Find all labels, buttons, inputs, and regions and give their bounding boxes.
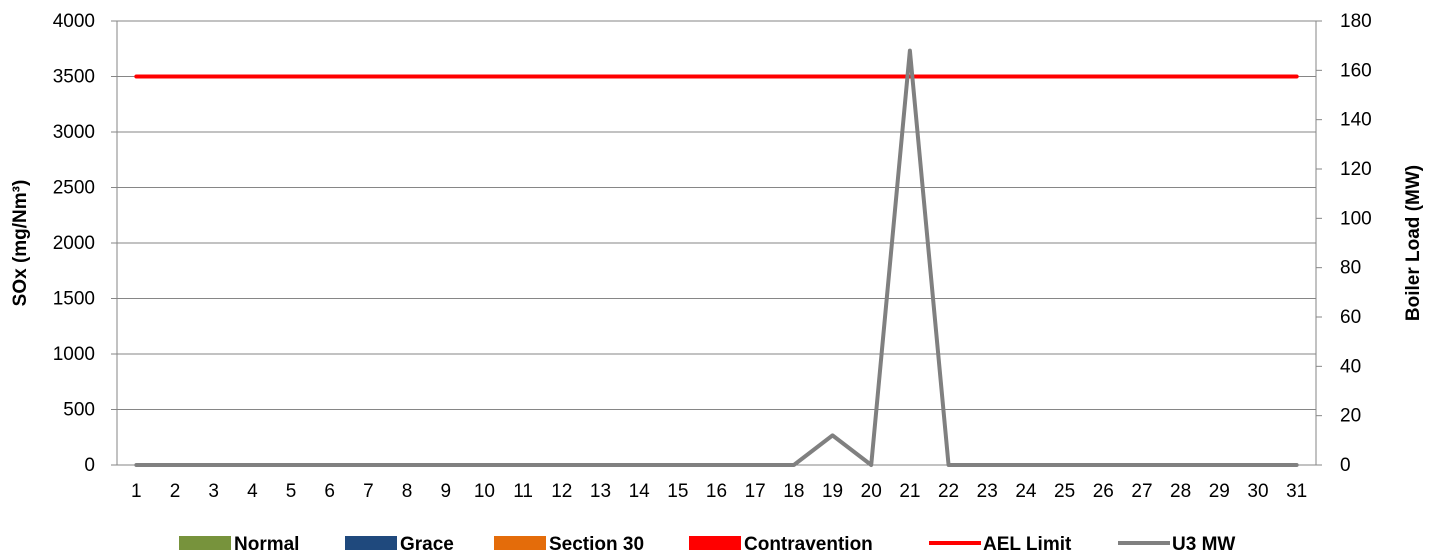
y-axis-right-title: Boiler Load (MW) (1403, 165, 1424, 321)
right-tick-label: 20 (1340, 406, 1361, 427)
legend-swatch-contravention (689, 536, 741, 550)
right-tick-label: 40 (1340, 356, 1361, 377)
right-tick-label: 180 (1340, 11, 1372, 32)
x-tick-label: 13 (590, 481, 611, 502)
right-tick-label: 160 (1340, 60, 1372, 81)
x-axis-ticks: 1 2 3 4 5 6 7 8 9 10 11 12 13 14 15 16 17 18 19 20 21 22 23 24 2… (131, 481, 1307, 502)
line-series (134, 48, 1299, 467)
x-tick-label: 23 (977, 481, 998, 502)
legend-label-u3-mw: U3 MW (1172, 534, 1235, 555)
legend-swatch-normal (179, 536, 231, 550)
left-tick-label: 3500 (53, 67, 95, 88)
series-line-u3-mw (134, 48, 1299, 467)
right-tick-label: 60 (1340, 307, 1361, 328)
x-tick-label: 26 (1093, 481, 1114, 502)
x-tick-label: 3 (208, 481, 219, 502)
legend-label-grace: Grace (400, 534, 454, 555)
left-tick-label: 1500 (53, 289, 95, 310)
x-tick-label: 8 (402, 481, 413, 502)
y-axis-left-title: SOx (mg/Nm³) (10, 180, 31, 307)
right-tick-label: 80 (1340, 258, 1361, 279)
right-tick-label: 120 (1340, 159, 1372, 180)
x-tick-label: 10 (474, 481, 495, 502)
x-tick-label: 22 (938, 481, 959, 502)
legend-swatch-grace (345, 536, 397, 550)
x-tick-label: 9 (440, 481, 451, 502)
x-tick-label: 15 (667, 481, 688, 502)
x-tick-label: 21 (899, 481, 920, 502)
left-tick-label: 500 (63, 400, 95, 421)
left-tick-label: 3000 (53, 122, 95, 143)
x-tick-label: 5 (286, 481, 297, 502)
legend-label-contravention: Contravention (744, 534, 873, 555)
right-axis-ticks: 0 20 40 60 80 100 120 140 160 180 (1316, 11, 1372, 476)
left-axis-ticks: 0 500 1000 1500 2000 2500 3000 3500 4000 (53, 11, 117, 476)
left-tick-label: 4000 (53, 11, 95, 32)
x-tick-label: 29 (1209, 481, 1230, 502)
right-tick-label: 140 (1340, 110, 1372, 131)
x-tick-label: 12 (551, 481, 572, 502)
x-tick-label: 6 (324, 481, 335, 502)
x-tick-label: 31 (1286, 481, 1307, 502)
gridlines (117, 20, 1316, 466)
x-tick-label: 30 (1247, 481, 1268, 502)
x-tick-label: 20 (861, 481, 882, 502)
x-tick-label: 24 (1015, 481, 1037, 502)
left-tick-label: 2000 (53, 233, 95, 254)
x-tick-label: 16 (706, 481, 727, 502)
x-tick-label: 4 (247, 481, 258, 502)
x-tick-label: 25 (1054, 481, 1075, 502)
left-tick-label: 0 (84, 455, 95, 476)
right-tick-label: 0 (1340, 455, 1351, 476)
x-tick-label: 27 (1131, 481, 1152, 502)
x-tick-label: 11 (513, 481, 533, 502)
x-tick-label: 18 (783, 481, 804, 502)
x-tick-label: 14 (629, 481, 651, 502)
x-tick-label: 17 (745, 481, 766, 502)
right-tick-label: 100 (1340, 208, 1372, 229)
legend-label-ael-limit: AEL Limit (983, 534, 1072, 555)
x-tick-label: 7 (363, 481, 374, 502)
x-tick-label: 19 (822, 481, 843, 502)
x-tick-label: 2 (170, 481, 181, 502)
x-tick-label: 28 (1170, 481, 1191, 502)
left-tick-label: 1000 (53, 344, 95, 365)
legend-swatch-section-30 (494, 536, 546, 550)
legend-label-normal: Normal (234, 534, 299, 555)
legend-label-section-30: Section 30 (549, 534, 644, 555)
left-tick-label: 2500 (53, 178, 95, 199)
x-tick-label: 1 (131, 481, 142, 502)
legend: Normal Grace Section 30 Contravention AEL Li… (179, 534, 1235, 555)
